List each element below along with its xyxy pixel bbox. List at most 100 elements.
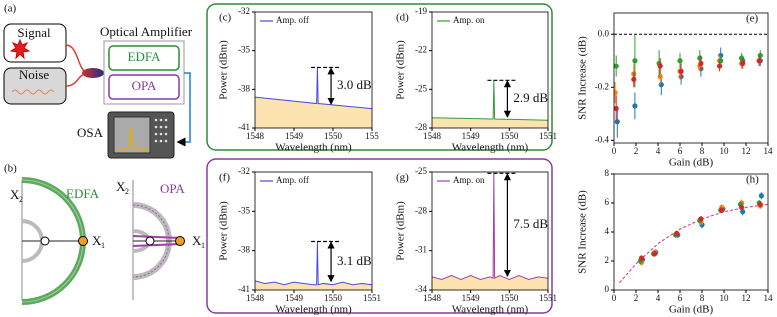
x-tick-label: 1549 — [285, 131, 304, 141]
axis-label: X — [192, 233, 202, 248]
plot-area — [619, 192, 768, 284]
panel-label: (b) — [4, 163, 17, 175]
point — [674, 230, 680, 237]
signal-point — [175, 236, 185, 246]
x-axis-label: Wavelength (nm) — [452, 304, 529, 316]
opa-label: OPA — [132, 78, 157, 93]
axes-frame — [613, 173, 769, 291]
point — [757, 201, 763, 208]
fit-curve — [619, 203, 768, 284]
x-tick-label: 1551 — [363, 293, 381, 303]
vacuum-point — [40, 236, 50, 246]
spectrum-line — [255, 241, 372, 286]
y-tick-label: -41 — [238, 122, 250, 132]
chart: Amp. on 2.9 dB 1548 1549 1550 1551 -19 -22 -25 -2… — [395, 6, 557, 153]
point — [739, 204, 745, 210]
panel-label: (f) — [219, 172, 230, 184]
annotation: 3.0 dB — [337, 77, 372, 92]
x-tick-label: 4 — [656, 293, 661, 303]
x-tick-label: 1550 — [324, 131, 343, 141]
edfa-box — [108, 45, 180, 71]
x-tick-label: 0 — [612, 293, 617, 303]
panel-frame — [206, 158, 553, 314]
panel-label: (d) — [396, 12, 409, 24]
y-tick-label: -0.4 — [595, 134, 610, 144]
point — [758, 193, 765, 199]
amplifier-label: Optical Amplifier — [100, 24, 193, 39]
x-tick-label: 1549 — [462, 293, 481, 303]
y-tick-label: -28 — [415, 122, 427, 132]
x-tick-label: 10 — [720, 146, 730, 156]
point — [657, 74, 663, 80]
x-tick-label: 2 — [634, 146, 639, 156]
axis-sub: 2 — [19, 195, 23, 204]
y-tick-label: -38 — [238, 245, 250, 255]
y-tick-label: -35 — [238, 205, 250, 215]
panel-frame — [206, 3, 553, 151]
point — [614, 105, 619, 112]
axis-sub: 2 — [125, 187, 129, 196]
point — [638, 255, 645, 261]
x-tick-label: 1549 — [462, 131, 481, 141]
y-tick-label: -32 — [238, 6, 250, 16]
x-tick-label: 14 — [764, 293, 774, 303]
x-axis-label: Wavelength (nm) — [275, 304, 352, 316]
plot-area — [614, 33, 768, 138]
annotation: 2.9 dB — [513, 90, 548, 105]
axes-frame — [431, 171, 549, 291]
fiber — [65, 44, 87, 87]
x-tick-label: 6 — [678, 293, 683, 303]
x-tick-label: 1548 — [423, 293, 442, 303]
x-tick-label: 8 — [700, 293, 705, 303]
point — [632, 58, 638, 64]
point — [677, 58, 683, 64]
legend-label: Amp. off — [276, 175, 309, 185]
x-tick-label: 1551 — [539, 293, 557, 303]
osa-buttons — [154, 118, 168, 143]
annotation: 3.1 dB — [337, 253, 372, 268]
legend-label: Amp. on — [453, 15, 485, 25]
panel-label: (h) — [746, 174, 759, 186]
point — [652, 251, 658, 257]
y-axis-label: SNR Increase (dB) — [577, 190, 589, 274]
point — [658, 82, 664, 88]
x-tick-label: 12 — [742, 293, 751, 303]
x-tick-label: 1550 — [500, 293, 519, 303]
y-axis-label: Power (dBm) — [395, 40, 407, 100]
x-tick-label: 1550 — [500, 131, 519, 141]
point — [740, 209, 746, 215]
panel-label: (e) — [746, 13, 759, 25]
y-tick-label: -31 — [415, 245, 427, 255]
noise-label: Noise — [19, 67, 50, 82]
y-tick-label: 2 — [605, 255, 610, 265]
panel-label: (c) — [219, 12, 232, 24]
y-tick-label: -32 — [238, 166, 250, 176]
axis-label: X — [10, 187, 20, 202]
y-tick-label: 8 — [605, 168, 610, 178]
point — [757, 52, 763, 59]
x-tick-label: 1549 — [285, 293, 304, 303]
plot-area — [255, 241, 372, 290]
osa-trace — [115, 127, 149, 151]
y-axis-label: SNR Increase (dB) — [577, 36, 589, 120]
legend-label: Amp. on — [453, 175, 485, 185]
point — [678, 68, 684, 74]
point — [697, 55, 703, 61]
point — [698, 60, 704, 67]
point — [614, 89, 618, 96]
point — [614, 63, 619, 69]
y-axis-label: Power (dBm) — [395, 201, 407, 261]
point — [632, 103, 638, 109]
area — [432, 173, 548, 290]
x-tick-label: 4 — [656, 146, 661, 156]
x-tick-label: 12 — [742, 146, 751, 156]
spectrum-line — [432, 173, 548, 281]
point — [756, 58, 762, 64]
legend-label: Amp. off — [276, 15, 309, 25]
y-tick-label: -25 — [415, 166, 427, 176]
diagram-b: (b) X 2 X 1 EDFA X 2 X 1 OPA — [4, 163, 205, 305]
axes-frame — [431, 11, 549, 129]
signal-icon — [9, 38, 31, 60]
